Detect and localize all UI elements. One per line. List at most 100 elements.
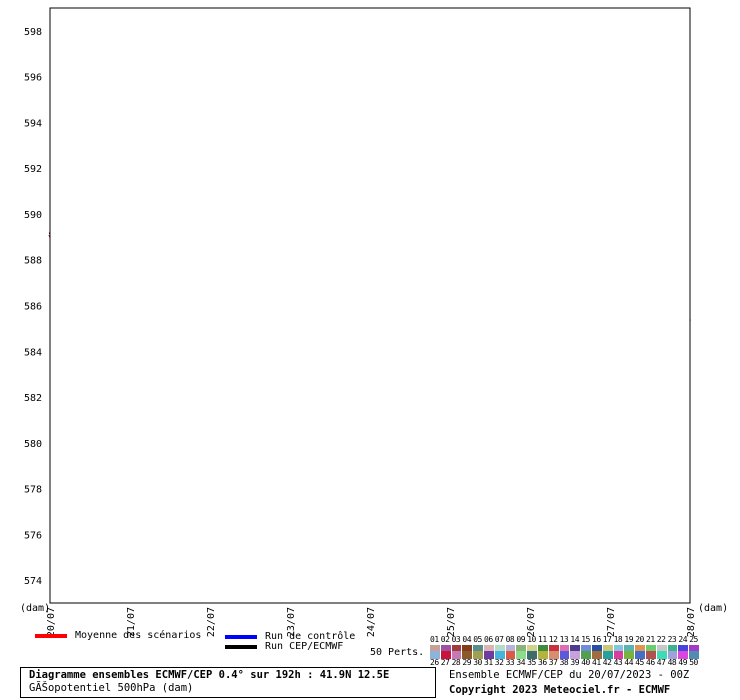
credits-block: Ensemble ECMWF/CEP du 20/07/2023 - 00Z C… [449, 668, 689, 698]
pert-number-bottom: 27 [440, 658, 450, 667]
ensemble-info: Ensemble ECMWF/CEP du 20/07/2023 - 00Z [449, 669, 690, 681]
pert-swatch-bottom [451, 651, 462, 659]
pert-swatch-top [548, 645, 559, 653]
title-box: Diagramme ensembles ECMWF/CEP 0.4° sur 1… [20, 667, 436, 698]
pert-number-bottom: 43 [613, 658, 623, 667]
pert-number-top: 13 [559, 635, 569, 644]
pert-number-top: 16 [592, 635, 601, 644]
pert-swatch-bottom [484, 651, 494, 659]
legend-control-label: Run de contrôle [265, 631, 356, 642]
pert-swatch-bottom [581, 651, 591, 659]
pert-number-bottom: 47 [656, 658, 666, 667]
pert-swatch-top [440, 645, 451, 653]
pert-swatch-top [635, 645, 645, 653]
pert-swatch-bottom [548, 651, 559, 659]
pert-number-top: 25 [689, 635, 698, 644]
pert-number-bottom: 36 [538, 658, 547, 667]
pert-number-bottom: 33 [505, 658, 515, 667]
pert-number-bottom: 32 [494, 658, 504, 667]
pert-swatch-bottom [505, 651, 516, 659]
pert-swatch-bottom [570, 651, 581, 659]
pert-swatch-bottom [559, 651, 570, 659]
pert-swatch-bottom [656, 651, 667, 659]
pert-number-bottom: 26 [430, 658, 439, 667]
pert-swatch-top [527, 645, 537, 653]
pert-number-top: 05 [473, 635, 482, 644]
pert-swatch-top [613, 645, 624, 653]
y-tick-label: 592 [24, 164, 42, 175]
y-tick-label: 594 [24, 118, 42, 129]
pert-number-top: 08 [505, 635, 515, 644]
pert-number-top: 03 [451, 635, 461, 644]
pert-number-bottom: 49 [678, 658, 688, 667]
y-tick-label: 596 [24, 73, 42, 84]
y-tick-label: 582 [24, 393, 42, 404]
chart-axes: 574 576 578 580 582 584 586 588 590 592 594 596 598 2… [20, 7, 728, 637]
y-tick-label: 586 [24, 302, 42, 313]
legend-control-swatch [225, 634, 257, 639]
pert-number-top: 10 [527, 635, 536, 644]
pert-swatch-top [656, 645, 667, 653]
pert-swatch-top [451, 645, 462, 653]
pert-number-bottom: 48 [667, 658, 677, 667]
pert-swatch-bottom [646, 651, 656, 659]
pert-number-bottom: 39 [570, 658, 580, 667]
pert-swatch-bottom [613, 651, 624, 659]
pert-swatch-bottom [635, 651, 645, 659]
pert-number-top: 14 [570, 635, 580, 644]
pert-swatch-bottom [624, 651, 635, 659]
x-tick-label: 22/07 [206, 607, 217, 637]
pert-swatch-bottom [527, 651, 537, 659]
pert-number-bottom: 41 [592, 658, 601, 667]
x-tick-label: 21/07 [126, 607, 137, 637]
pert-number-bottom: 46 [646, 658, 655, 667]
pert-number-top: 06 [484, 635, 493, 644]
pert-swatch-top [494, 645, 505, 653]
pert-number-top: 12 [548, 635, 558, 644]
pert-swatch-top [646, 645, 656, 653]
x-tick-label: 28/07 [686, 607, 697, 637]
pert-number-bottom: 28 [451, 658, 461, 667]
pert-swatch-top [559, 645, 570, 653]
legend-cep: Run CEP/ECMWF [225, 641, 343, 652]
x-tick-label: 23/07 [286, 607, 297, 637]
pert-number-bottom: 45 [635, 658, 644, 667]
pert-swatch-bottom [494, 651, 505, 659]
pert-number-top: 21 [646, 635, 655, 644]
pert-swatch-top [689, 645, 699, 653]
x-tick-label: 25/07 [446, 607, 457, 637]
pert-swatch-top [484, 645, 494, 653]
pert-swatch-bottom [516, 651, 527, 659]
pert-swatch-top [678, 645, 689, 653]
y-tick-label: 578 [24, 485, 42, 496]
pert-number-top: 07 [494, 635, 504, 644]
pert-swatch-top [505, 645, 516, 653]
pert-swatch-top [624, 645, 635, 653]
pert-number-top: 11 [538, 635, 547, 644]
pert-swatch-top [462, 645, 473, 653]
pert-swatch-top [473, 645, 483, 653]
pert-number-top: 09 [516, 635, 526, 644]
pert-swatch-bottom [592, 651, 602, 659]
y-tick-label: 574 [24, 576, 42, 587]
y-tick-label: 580 [24, 439, 42, 450]
pert-swatch-bottom [538, 651, 548, 659]
pert-number-bottom: 35 [527, 658, 536, 667]
pert-swatch-bottom [678, 651, 689, 659]
pert-number-bottom: 31 [484, 658, 493, 667]
pert-swatch-top [516, 645, 527, 653]
pert-swatch-top [570, 645, 581, 653]
pert-swatch-top [538, 645, 548, 653]
legend-mean: Moyenne des scénarios [35, 630, 201, 641]
pert-swatch-bottom [689, 651, 699, 659]
x-tick-label: 27/07 [606, 607, 617, 637]
legend-mean-swatch [35, 633, 67, 638]
pert-number-top: 23 [667, 635, 677, 644]
pert-number-top: 19 [624, 635, 634, 644]
pert-number-bottom: 37 [548, 658, 558, 667]
pert-swatch-bottom [462, 651, 473, 659]
pert-number-top: 20 [635, 635, 644, 644]
y-tick-label: 590 [24, 210, 42, 221]
y-tick-label: 588 [24, 256, 42, 267]
